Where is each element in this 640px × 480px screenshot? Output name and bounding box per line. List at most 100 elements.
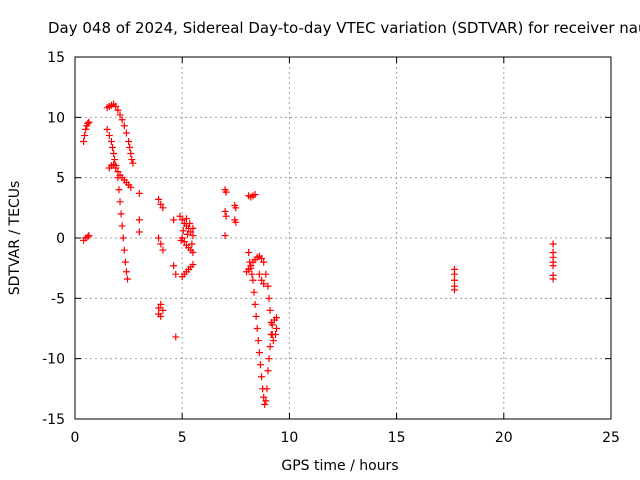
data-point — [179, 227, 187, 235]
data-point — [157, 312, 165, 320]
data-point — [273, 314, 281, 322]
series-early-high — [80, 118, 93, 145]
data-point — [80, 137, 88, 145]
data-point — [262, 397, 270, 405]
data-point — [119, 234, 127, 242]
data-point — [122, 268, 130, 276]
data-point — [267, 318, 275, 326]
data-point — [155, 195, 163, 203]
data-point — [263, 385, 271, 393]
y-tick-label: -5 — [51, 291, 65, 307]
data-point — [129, 159, 137, 167]
data-point — [258, 255, 266, 263]
data-point — [265, 355, 273, 363]
gridlines — [75, 57, 611, 419]
data-point — [260, 393, 268, 401]
data-point — [189, 248, 197, 256]
data-point — [127, 150, 135, 158]
data-point — [126, 144, 134, 151]
series-early-low — [80, 232, 93, 244]
series-cluster-8-top — [245, 191, 259, 201]
data-point — [254, 337, 262, 345]
series-low-5 — [178, 261, 197, 281]
data-point — [188, 240, 196, 248]
data-point — [135, 189, 143, 197]
x-tick-label: 0 — [71, 430, 80, 446]
axis-ticks: 0 5 10 15 20 25 -15 -10 -5 0 5 10 15 — [42, 50, 620, 446]
y-axis-label: SDTVAR / TECUs — [7, 181, 23, 296]
data-point — [124, 275, 132, 283]
data-point — [114, 168, 122, 176]
data-point — [258, 373, 266, 381]
data-point — [249, 276, 257, 284]
x-tick-label: 10 — [280, 430, 298, 446]
data-point — [128, 156, 136, 164]
data-point — [85, 232, 93, 240]
series-blob-5 — [176, 212, 197, 256]
series-cluster-4a — [155, 195, 167, 254]
series-arc-mid — [103, 125, 135, 191]
data-point — [159, 246, 167, 254]
data-point — [111, 156, 119, 164]
x-tick-label: 25 — [602, 430, 620, 446]
data-point — [125, 137, 133, 145]
series-spike-17.7 — [450, 265, 458, 294]
data-point — [271, 331, 279, 339]
series-spike-22.3 — [549, 240, 557, 283]
data-point — [273, 325, 281, 332]
data-point — [122, 129, 130, 137]
data-point — [245, 265, 253, 273]
data-point — [157, 240, 165, 248]
data-point — [109, 144, 117, 151]
x-tick-label: 15 — [388, 430, 406, 446]
data-point — [85, 118, 93, 126]
x-tick-label: 20 — [495, 430, 513, 446]
data-point — [266, 343, 274, 351]
data-point — [255, 270, 263, 278]
data-point — [178, 216, 186, 224]
data-point — [135, 216, 143, 224]
data-point — [110, 150, 118, 158]
data-point — [172, 270, 180, 278]
data-point — [159, 204, 167, 212]
data-point — [170, 216, 178, 224]
data-point — [549, 275, 557, 283]
data-point — [262, 270, 270, 278]
data-point — [127, 183, 135, 191]
series-arc-top — [103, 100, 137, 167]
data-point — [189, 261, 197, 269]
x-tick-label: 5 — [178, 430, 187, 446]
data-point — [232, 218, 240, 226]
data-point — [250, 288, 258, 296]
series-scatter-4.7 — [170, 216, 180, 341]
data-point — [248, 270, 256, 278]
data-point — [251, 191, 259, 199]
data-point — [222, 212, 230, 220]
data-point — [180, 238, 188, 246]
data-point — [177, 236, 185, 244]
data-point — [112, 164, 120, 172]
data-point — [159, 306, 167, 314]
data-point — [84, 233, 92, 241]
data-point — [155, 304, 163, 312]
data-point — [170, 262, 178, 270]
data-point — [549, 262, 557, 270]
data-point — [105, 131, 113, 139]
data-point — [222, 188, 230, 196]
data-point — [261, 401, 269, 409]
data-point — [450, 286, 458, 294]
data-point — [114, 106, 122, 114]
y-tick-label: 0 — [56, 231, 65, 247]
data-point — [114, 174, 122, 182]
data-point — [264, 282, 272, 290]
series-cluster-4b — [155, 300, 167, 320]
data-point — [252, 312, 260, 320]
data-point — [157, 300, 165, 308]
data-point — [232, 204, 240, 212]
data-point — [251, 300, 259, 308]
data-point — [253, 325, 261, 332]
data-point — [115, 186, 123, 194]
x-axis-label: GPS time / hours — [281, 458, 398, 474]
